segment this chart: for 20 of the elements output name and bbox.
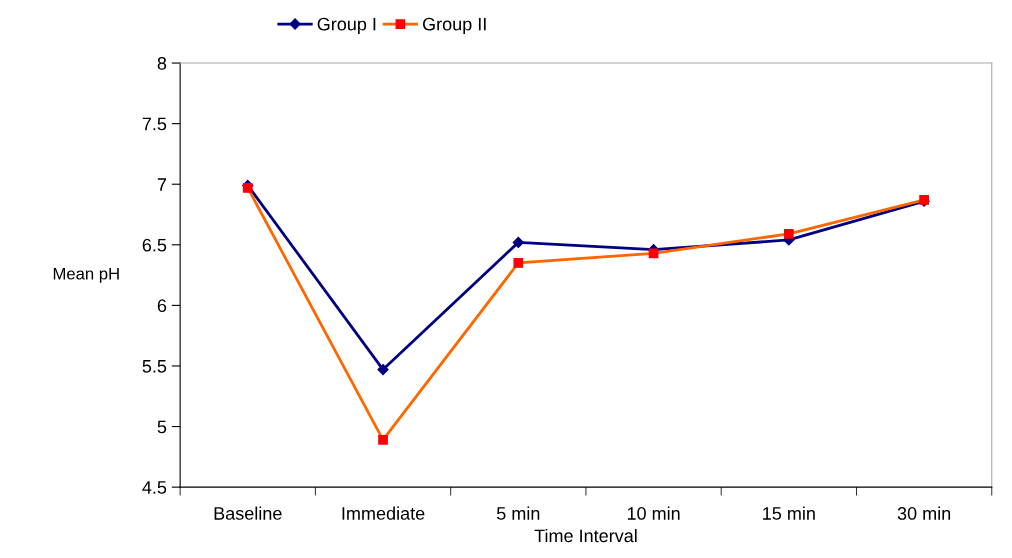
legend-label: Group I — [317, 17, 376, 35]
point — [377, 363, 389, 376]
x-tick-label: 10 min — [627, 506, 680, 520]
y-tick-label: 4.5 — [142, 481, 167, 494]
point — [512, 236, 524, 248]
y-tick-label: 5.5 — [142, 360, 167, 373]
x-tick-label: Baseline — [214, 506, 282, 520]
y-tick-label: 8 — [157, 56, 167, 70]
x-tick-label: 30 min — [897, 506, 951, 520]
y-tick-label: 5 — [157, 420, 167, 434]
x-tick-label: 5 min — [496, 506, 540, 520]
y-tick-label: 6.5 — [142, 238, 167, 252]
y-tick-label: 7.5 — [142, 117, 167, 131]
y-tick-label: 7 — [157, 178, 167, 191]
y-tick-label: 6 — [157, 299, 167, 313]
x-tick-label: 15 min — [763, 506, 815, 520]
x-tick-label: Immediate — [342, 506, 425, 520]
x-axis-title: Time Interval — [534, 528, 637, 543]
y-axis-title: Mean pH — [53, 267, 119, 283]
legend-label: Group II — [422, 17, 486, 35]
